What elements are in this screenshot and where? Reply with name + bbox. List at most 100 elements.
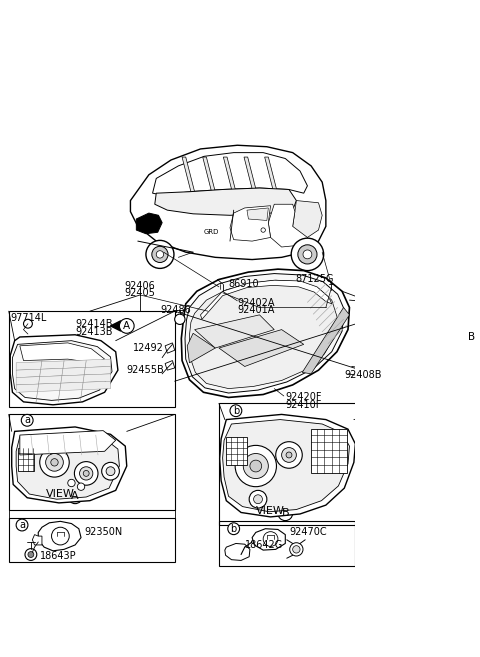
Polygon shape <box>153 152 307 195</box>
Polygon shape <box>223 420 349 512</box>
Polygon shape <box>16 374 110 385</box>
Polygon shape <box>38 522 81 551</box>
Polygon shape <box>155 188 296 215</box>
Circle shape <box>250 460 262 472</box>
Circle shape <box>327 286 335 294</box>
Bar <box>18 447 34 471</box>
Circle shape <box>74 462 98 486</box>
Polygon shape <box>268 204 307 247</box>
Polygon shape <box>252 529 285 550</box>
Polygon shape <box>293 200 322 237</box>
Polygon shape <box>264 157 277 192</box>
Text: 92420F: 92420F <box>285 392 322 402</box>
Text: 92406: 92406 <box>125 281 156 291</box>
Circle shape <box>175 314 185 325</box>
Text: 18643P: 18643P <box>40 551 76 561</box>
Text: A: A <box>123 321 130 331</box>
Polygon shape <box>455 332 465 342</box>
Text: 92410F: 92410F <box>285 399 322 410</box>
Circle shape <box>25 549 37 560</box>
Polygon shape <box>244 157 256 192</box>
Text: 12492: 12492 <box>132 343 164 353</box>
Text: 92414B: 92414B <box>75 319 113 329</box>
Polygon shape <box>247 208 268 221</box>
Text: 92455B: 92455B <box>127 365 165 375</box>
Polygon shape <box>302 307 349 374</box>
Polygon shape <box>190 280 337 388</box>
Polygon shape <box>223 157 236 192</box>
Circle shape <box>152 246 168 263</box>
Polygon shape <box>181 269 349 397</box>
Circle shape <box>243 453 268 478</box>
Circle shape <box>263 532 278 547</box>
Bar <box>226 436 247 464</box>
Text: 97714L: 97714L <box>10 313 47 323</box>
Circle shape <box>293 546 300 553</box>
Text: b: b <box>230 524 237 533</box>
Polygon shape <box>12 341 112 400</box>
Circle shape <box>80 466 93 480</box>
Circle shape <box>303 250 312 259</box>
Circle shape <box>77 483 84 490</box>
Text: GRD: GRD <box>204 229 219 235</box>
Circle shape <box>106 466 115 476</box>
Polygon shape <box>225 543 250 560</box>
Polygon shape <box>110 321 121 331</box>
Bar <box>9 518 175 562</box>
Circle shape <box>291 238 324 271</box>
Circle shape <box>276 442 302 468</box>
Circle shape <box>228 523 240 535</box>
Text: b: b <box>233 406 239 416</box>
Text: a: a <box>19 520 25 530</box>
Circle shape <box>235 445 276 487</box>
Polygon shape <box>220 415 355 517</box>
Circle shape <box>16 519 28 531</box>
Circle shape <box>219 288 226 295</box>
Text: B: B <box>281 509 289 518</box>
Circle shape <box>464 330 479 344</box>
Polygon shape <box>131 145 326 260</box>
Polygon shape <box>219 330 304 367</box>
Circle shape <box>282 447 296 463</box>
Polygon shape <box>185 273 344 393</box>
Circle shape <box>51 459 58 466</box>
Circle shape <box>399 369 408 378</box>
Bar <box>9 311 175 407</box>
Polygon shape <box>165 343 175 353</box>
Circle shape <box>286 452 292 458</box>
Bar <box>219 403 433 525</box>
Circle shape <box>51 527 69 545</box>
Bar <box>219 522 355 566</box>
Polygon shape <box>16 359 110 370</box>
Text: B: B <box>468 332 475 342</box>
Text: 18642G: 18642G <box>245 540 283 550</box>
Polygon shape <box>194 315 274 348</box>
Text: 92408B: 92408B <box>344 371 382 380</box>
Text: 92413B: 92413B <box>75 327 113 336</box>
Text: 92405: 92405 <box>125 288 156 298</box>
Circle shape <box>261 228 265 233</box>
Circle shape <box>146 240 174 269</box>
Polygon shape <box>203 157 215 192</box>
Bar <box>9 415 175 510</box>
Circle shape <box>120 319 134 333</box>
Circle shape <box>102 463 120 480</box>
Text: 86910: 86910 <box>228 279 259 289</box>
Circle shape <box>83 470 89 476</box>
Text: 92350N: 92350N <box>84 527 122 537</box>
Polygon shape <box>165 361 175 370</box>
Polygon shape <box>16 433 120 499</box>
Polygon shape <box>201 280 332 319</box>
Polygon shape <box>20 430 116 455</box>
Circle shape <box>28 552 34 558</box>
Circle shape <box>46 453 63 471</box>
Circle shape <box>249 490 267 508</box>
Text: 92486: 92486 <box>160 305 191 315</box>
Polygon shape <box>182 157 194 192</box>
Text: 87125G: 87125G <box>295 274 334 284</box>
Circle shape <box>230 405 242 417</box>
Text: a: a <box>24 415 30 425</box>
Text: 92401A: 92401A <box>238 306 275 315</box>
Circle shape <box>21 415 33 426</box>
Text: 92402A: 92402A <box>238 298 275 308</box>
